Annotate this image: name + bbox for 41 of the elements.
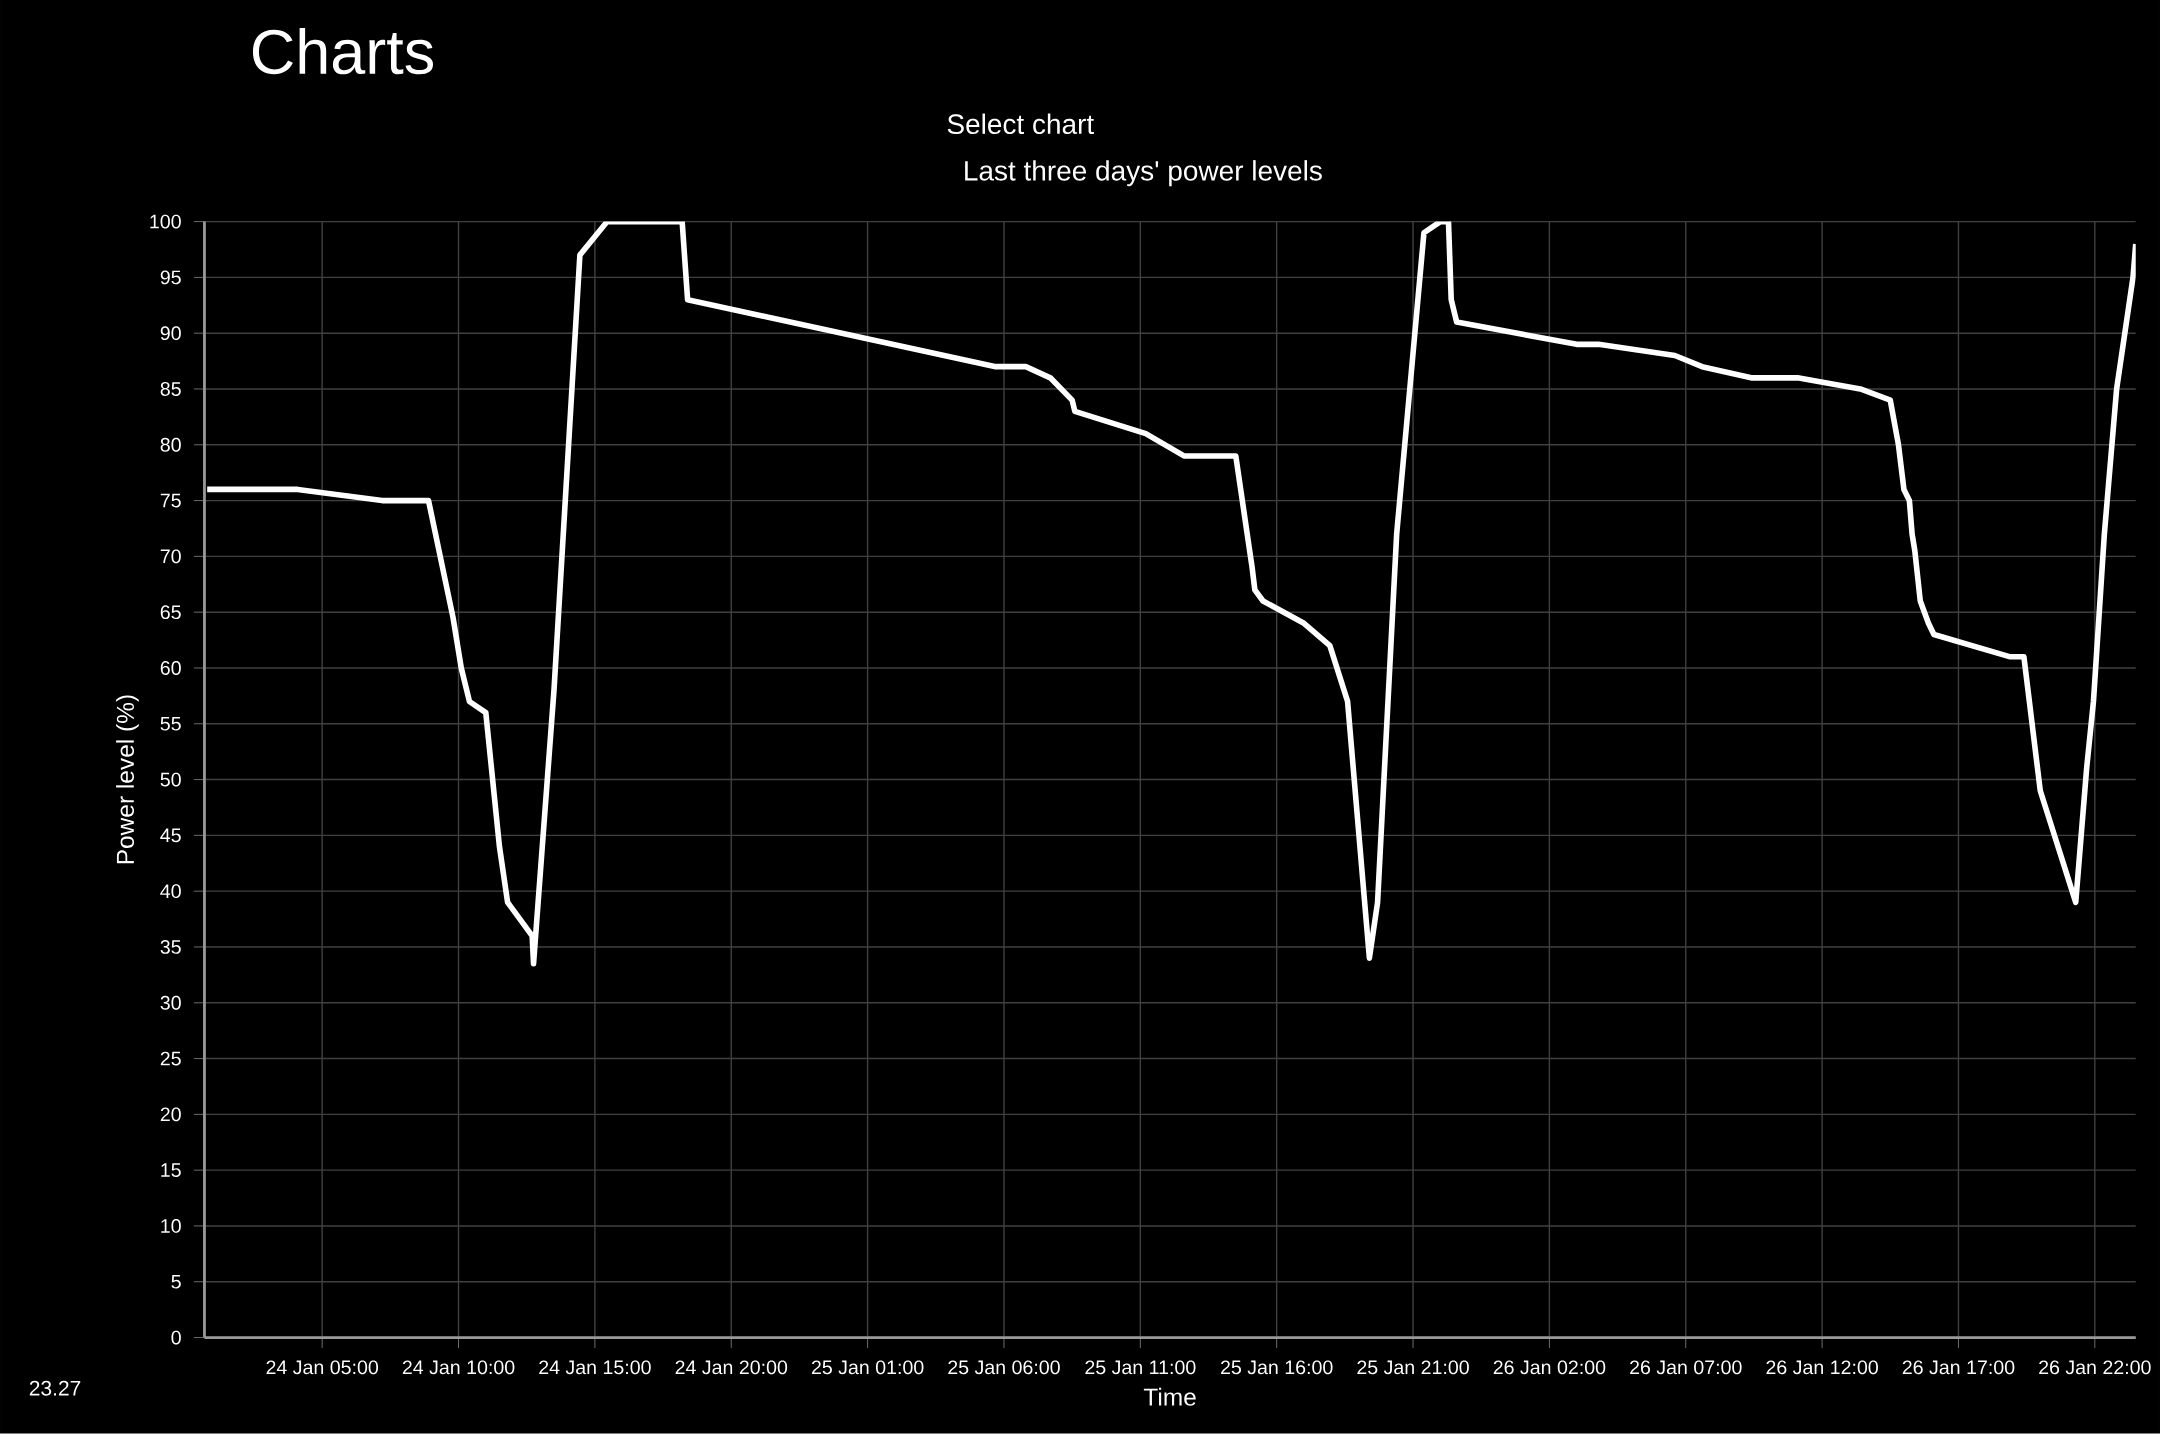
y-tick-label: 85 xyxy=(160,382,181,397)
y-tick-label: 65 xyxy=(160,605,181,620)
x-tick-label: 25 Jan 16:00 xyxy=(1221,1360,1333,1375)
y-tick-label: 50 xyxy=(160,772,181,787)
x-tick-label: 26 Jan 02:00 xyxy=(1493,1360,1606,1375)
x-axis-title: Time xyxy=(1143,1388,1196,1407)
y-tick-label: 100 xyxy=(150,214,181,229)
text: 23.27 xyxy=(29,1381,81,1396)
x-tick-label: 25 Jan 01:00 xyxy=(811,1360,924,1375)
y-tick-label: 15 xyxy=(161,1163,181,1178)
x-tick-label: 26 Jan 22:00 xyxy=(2039,1360,2151,1375)
y-tick-label: 0 xyxy=(171,1330,181,1345)
x-tick-label: 25 Jan 06:00 xyxy=(948,1360,1060,1375)
y-tick-label: 5 xyxy=(171,1275,181,1289)
y-tick-label: 80 xyxy=(160,438,181,452)
y-tick-label: 75 xyxy=(160,493,181,508)
text: Select chart xyxy=(947,113,1094,135)
chart-title: Charts xyxy=(252,28,433,75)
x-tick-label: 26 Jan 17:00 xyxy=(1902,1360,2015,1375)
y-tick-label: 70 xyxy=(160,549,181,564)
y-axis-title: Power level (%) xyxy=(116,695,139,864)
y-tick-label: 45 xyxy=(160,828,181,843)
x-tick-label: 25 Jan 11:00 xyxy=(1085,1360,1196,1375)
y-tick-label: 10 xyxy=(161,1219,181,1234)
y-tick-label: 35 xyxy=(160,940,181,955)
y-tick-label: 25 xyxy=(160,1051,181,1066)
y-tick-label: 60 xyxy=(160,661,181,676)
chart-subtitle: Last three days' power levels xyxy=(965,160,1322,187)
x-tick-label: 24 Jan 10:00 xyxy=(402,1360,515,1375)
y-tick-label: 55 xyxy=(160,717,181,731)
y-tick-label: 30 xyxy=(160,996,181,1010)
y-tick-label: 20 xyxy=(160,1107,181,1122)
x-tick-label: 25 Jan 21:00 xyxy=(1357,1360,1469,1375)
y-tick-label: 90 xyxy=(160,326,181,341)
y-tick-label: 95 xyxy=(160,270,181,285)
x-tick-label: 24 Jan 05:00 xyxy=(266,1360,379,1375)
x-tick-label: 24 Jan 15:00 xyxy=(539,1360,651,1375)
x-tick-label: 26 Jan 07:00 xyxy=(1630,1360,1742,1375)
x-tick-label: 24 Jan 20:00 xyxy=(675,1360,788,1375)
y-tick-label: 40 xyxy=(160,884,181,899)
x-tick-label: 26 Jan 12:00 xyxy=(1766,1360,1878,1375)
